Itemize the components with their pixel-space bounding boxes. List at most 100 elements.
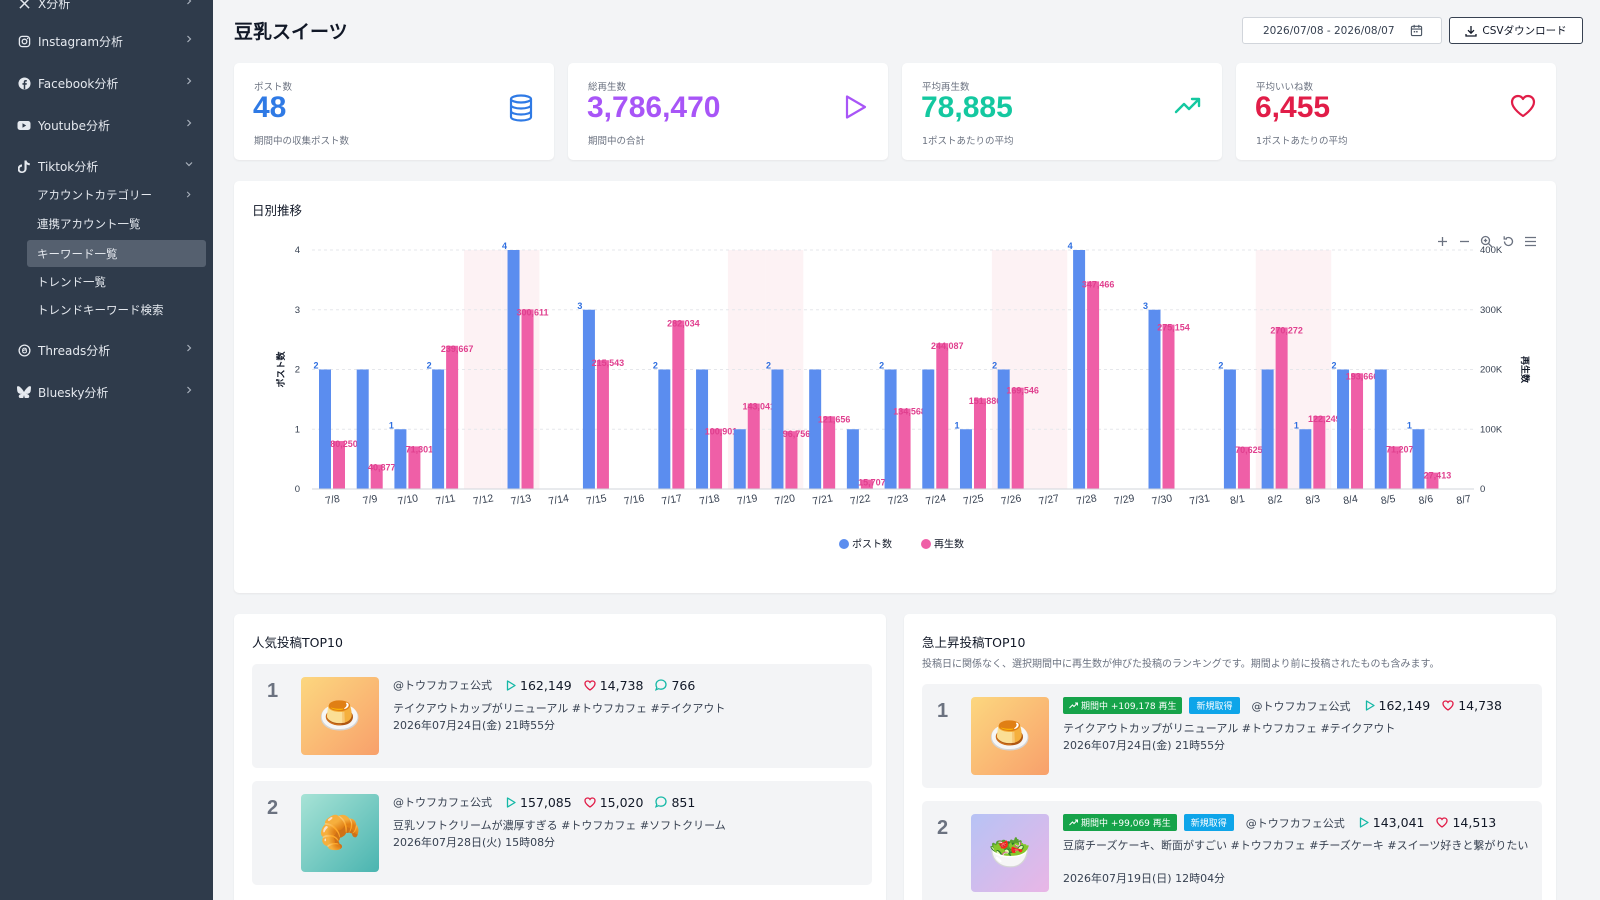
zoom-out-minus-icon[interactable] <box>1457 234 1472 249</box>
sidebar-item-bluesky[interactable]: Bluesky分析 <box>0 372 213 412</box>
menu-icon[interactable] <box>1523 234 1538 249</box>
bar-view-count-label: 275,154 <box>1157 323 1190 333</box>
post-meta: 期間中 +109,178 再生 新規取得 @トウフカフェ公式 162,149 1… <box>1063 697 1514 714</box>
post-account[interactable]: @トウフカフェ公式 <box>393 796 492 809</box>
bar-post-count-label: 2 <box>879 361 884 371</box>
zoom-in-plus-icon[interactable] <box>1435 234 1450 249</box>
post-views: 157,085 <box>506 795 572 810</box>
sidebar-item-instagram[interactable]: Instagram分析 <box>0 21 213 61</box>
popular-posts-card: 人気投稿TOP10 1 🍮 @トウフカフェ公式 162,149 14,738 7… <box>234 614 886 900</box>
sidebar-item-tiktok[interactable]: Tiktok分析 <box>0 146 213 186</box>
x-tick-label: 7/11 <box>435 492 457 507</box>
post-thumbnail[interactable]: 🥐 <box>301 794 379 872</box>
x-tick-label: 8/7 <box>1455 493 1472 507</box>
salad-thumb-icon: 🥗 <box>988 833 1032 873</box>
weekend-band <box>1293 250 1332 489</box>
post-card[interactable]: 2 🥐 @トウフカフェ公式 157,085 15,020 851 豆乳ソフトクリ… <box>252 781 872 885</box>
chart-title: 日別推移 <box>252 203 303 218</box>
post-rank: 1 <box>937 700 949 722</box>
bar-view-count-label: 100,901 <box>705 427 738 437</box>
bar-post-count-label: 2 <box>1332 361 1337 371</box>
sidebar-sub-label: キーワード一覧 <box>37 246 118 261</box>
sidebar-item-x[interactable]: X分析 <box>0 0 213 23</box>
sidebar-item-facebook[interactable]: Facebook分析 <box>0 63 213 103</box>
magnifier-zoom-icon[interactable] <box>1479 234 1494 249</box>
sidebar-sub-keywords[interactable]: キーワード一覧 <box>27 240 206 267</box>
bar-view-count <box>898 408 911 489</box>
post-account[interactable]: @トウフカフェ公式 <box>393 679 492 692</box>
post-views: 143,041 <box>1359 815 1425 830</box>
post-views: 162,149 <box>506 678 572 693</box>
growth-badge: 期間中 +99,069 再生 <box>1063 814 1177 831</box>
x-tick-label: 7/26 <box>1000 492 1022 507</box>
comment-icon <box>655 796 668 808</box>
new-badge: 新規取得 <box>1189 697 1240 714</box>
post-card[interactable]: 2 🥗 期間中 +99,069 再生 新規取得 @トウフカフェ公式 143,04… <box>922 801 1542 900</box>
post-thumbnail[interactable]: 🍮 <box>301 677 379 755</box>
bar-view-count-label: 15,707 <box>858 478 886 488</box>
sidebar-sub-linked-accounts[interactable]: 連携アカウント一覧 <box>27 210 206 237</box>
bar-view-count-label: 70,625 <box>1235 445 1263 455</box>
post-thumbnail[interactable]: 🥗 <box>971 814 1049 892</box>
bar-post-count-label: 3 <box>577 301 582 311</box>
post-card[interactable]: 1 🍮 期間中 +109,178 再生 新規取得 @トウフカフェ公式 162,1… <box>922 684 1542 788</box>
growth-badge-text: 期間中 +109,178 再生 <box>1081 702 1177 712</box>
date-range-picker[interactable]: 2026/07/08 - 2026/08/07 <box>1242 17 1442 44</box>
bar-post-count-label: 1 <box>954 420 959 430</box>
x-tick-label: 7/19 <box>736 492 758 507</box>
post-views-value: 157,085 <box>520 794 572 810</box>
bar-post-count-label: 2 <box>313 361 318 371</box>
croissant-thumb-icon: 🥐 <box>318 813 362 853</box>
weekend-band <box>1029 250 1068 489</box>
post-views-value: 143,041 <box>1372 815 1425 830</box>
bar-post-count <box>319 369 331 489</box>
post-thumbnail[interactable]: 🍮 <box>971 697 1049 775</box>
stat-value: 48 <box>253 91 287 124</box>
chevron-right-icon <box>187 119 192 127</box>
csv-download-label: CSVダウンロード <box>1482 25 1567 37</box>
x-tick-label: 7/29 <box>1113 492 1135 507</box>
trending-up-icon <box>1069 702 1078 709</box>
bar-view-count-label: 244,087 <box>931 341 964 351</box>
reset-icon[interactable] <box>1501 234 1516 249</box>
x-tick-label: 8/2 <box>1267 493 1284 507</box>
weekend-band <box>501 250 540 489</box>
post-comments-value: 851 <box>671 794 696 810</box>
x-tick-label: 7/21 <box>812 492 834 507</box>
trending-up-icon <box>1069 819 1078 826</box>
sidebar-item-label: Instagram分析 <box>38 34 124 49</box>
section-description: 投稿日に関係なく、選択期間中に再生数が伸びた投稿のランキングです。期間より前に投… <box>922 659 1440 670</box>
stat-sub: 期間中の合計 <box>588 136 646 147</box>
y-right-tick-label: 100K <box>1480 424 1503 435</box>
sidebar-sub-trends[interactable]: トレンド一覧 <box>27 268 206 295</box>
weekend-band <box>765 250 804 489</box>
post-card[interactable]: 1 🍮 @トウフカフェ公式 162,149 14,738 766 テイクアウトカ… <box>252 664 872 768</box>
download-icon <box>1465 25 1478 37</box>
comment-icon <box>655 679 668 691</box>
sidebar-item-youtube[interactable]: Youtube分析 <box>0 105 213 145</box>
post-account[interactable]: @トウフカフェ公式 <box>1245 816 1345 830</box>
legend-swatch-view-count <box>921 539 931 549</box>
post-account[interactable]: @トウフカフェ公式 <box>1251 699 1351 713</box>
bar-post-count-label: 2 <box>766 361 771 371</box>
chevron-right-icon <box>187 77 192 85</box>
x-tick-label: 7/22 <box>849 492 871 507</box>
post-date: 2026年07月28日(火) 15時08分 <box>393 836 556 849</box>
stat-label: 総再生数 <box>588 82 627 93</box>
sidebar-sub-account-category[interactable]: アカウントカテゴリー <box>27 181 206 208</box>
bar-view-count <box>1351 373 1364 489</box>
daily-trend-card: 日別推移 0 1 2 3 4 0 100K 200K 300K 400K ポスト数 再生数 2 80,25… <box>234 181 1556 593</box>
threads-icon <box>17 343 31 357</box>
bar-view-count-label: 300,611 <box>517 307 549 317</box>
bluesky-icon <box>17 385 31 399</box>
post-meta: @トウフカフェ公式 162,149 14,738 766 <box>393 677 707 693</box>
sidebar-sub-trend-keyword-search[interactable]: トレンドキーワード検索 <box>27 296 206 323</box>
bar-view-count-label: 282,034 <box>667 318 700 328</box>
bar-view-count-label: 134,568 <box>893 407 926 417</box>
csv-download-button[interactable]: CSVダウンロード <box>1449 17 1583 44</box>
bar-post-count-label: 4 <box>1068 241 1073 251</box>
post-likes-value: 14,738 <box>599 677 644 693</box>
sidebar-item-threads[interactable]: Threads分析 <box>0 330 213 370</box>
x-tick-label: 7/9 <box>362 493 379 507</box>
bar-view-count <box>446 345 459 489</box>
